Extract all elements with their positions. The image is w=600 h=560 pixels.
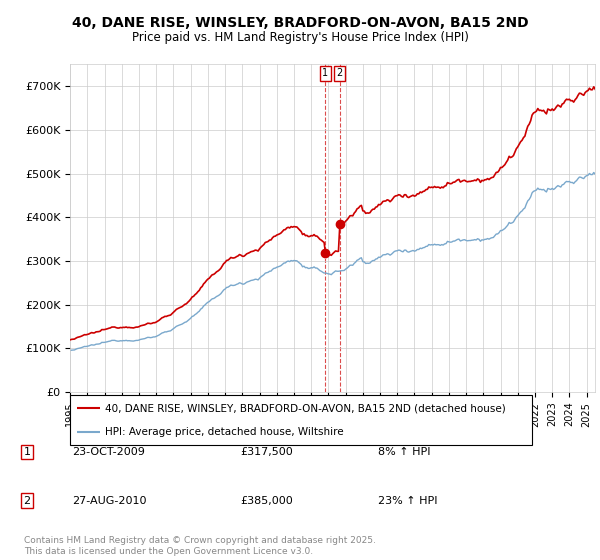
- Text: HPI: Average price, detached house, Wiltshire: HPI: Average price, detached house, Wilt…: [105, 427, 343, 437]
- Text: 40, DANE RISE, WINSLEY, BRADFORD-ON-AVON, BA15 2ND (detached house): 40, DANE RISE, WINSLEY, BRADFORD-ON-AVON…: [105, 403, 506, 413]
- Text: 40, DANE RISE, WINSLEY, BRADFORD-ON-AVON, BA15 2ND: 40, DANE RISE, WINSLEY, BRADFORD-ON-AVON…: [71, 16, 529, 30]
- Text: 8% ↑ HPI: 8% ↑ HPI: [378, 447, 431, 457]
- Text: 23-OCT-2009: 23-OCT-2009: [72, 447, 145, 457]
- Text: £317,500: £317,500: [240, 447, 293, 457]
- Text: 2: 2: [23, 496, 31, 506]
- FancyBboxPatch shape: [70, 395, 532, 445]
- Text: Contains HM Land Registry data © Crown copyright and database right 2025.
This d: Contains HM Land Registry data © Crown c…: [24, 536, 376, 556]
- Text: 2: 2: [337, 68, 343, 78]
- Text: 1: 1: [23, 447, 31, 457]
- Text: Price paid vs. HM Land Registry's House Price Index (HPI): Price paid vs. HM Land Registry's House …: [131, 31, 469, 44]
- Text: 23% ↑ HPI: 23% ↑ HPI: [378, 496, 437, 506]
- Text: 1: 1: [322, 68, 328, 78]
- Text: 27-AUG-2010: 27-AUG-2010: [72, 496, 146, 506]
- Text: £385,000: £385,000: [240, 496, 293, 506]
